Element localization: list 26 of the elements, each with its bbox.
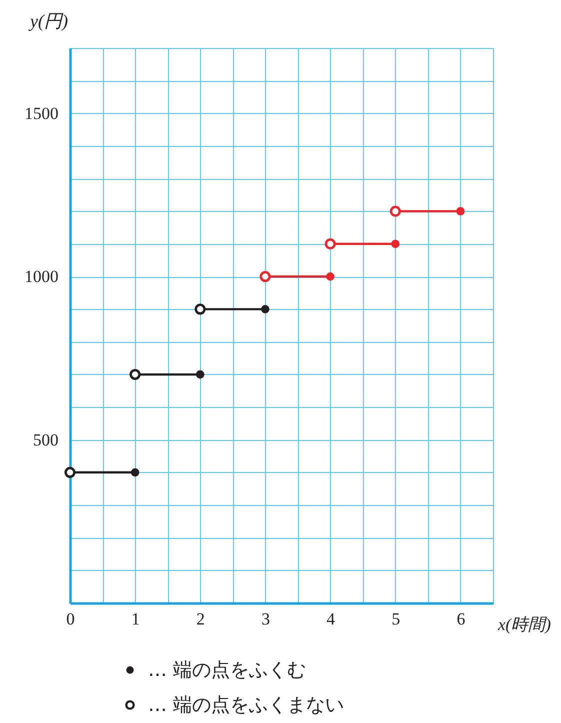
x-tick-label: 0 bbox=[66, 610, 75, 628]
point bbox=[260, 271, 271, 282]
y-tick-label: 1500 bbox=[24, 104, 58, 123]
x-tick-label: 1 bbox=[131, 610, 140, 628]
point bbox=[194, 304, 206, 315]
point bbox=[326, 272, 334, 281]
point bbox=[391, 240, 400, 248]
x-tick-label: 3 bbox=[261, 610, 270, 628]
legend-label: … 端の点をふくまない bbox=[148, 694, 344, 716]
legend-label: … 端の点をふくむ bbox=[148, 659, 306, 681]
point bbox=[390, 206, 401, 217]
y-tick-label: 1000 bbox=[24, 267, 58, 286]
x-tick-label: 4 bbox=[326, 610, 336, 628]
x-tick-label: 6 bbox=[456, 610, 466, 628]
y-axis-title: y(円) bbox=[28, 11, 68, 31]
point bbox=[196, 370, 204, 379]
point bbox=[456, 207, 465, 216]
x-axis-title: x(時間) bbox=[497, 615, 552, 634]
point bbox=[324, 238, 336, 250]
y-tick-label: 500 bbox=[33, 430, 58, 450]
x-tick-label: 2 bbox=[196, 610, 205, 628]
point bbox=[261, 305, 270, 314]
x-tick-label: 5 bbox=[392, 610, 400, 628]
point bbox=[130, 368, 141, 380]
point bbox=[130, 468, 140, 477]
point bbox=[64, 466, 76, 478]
